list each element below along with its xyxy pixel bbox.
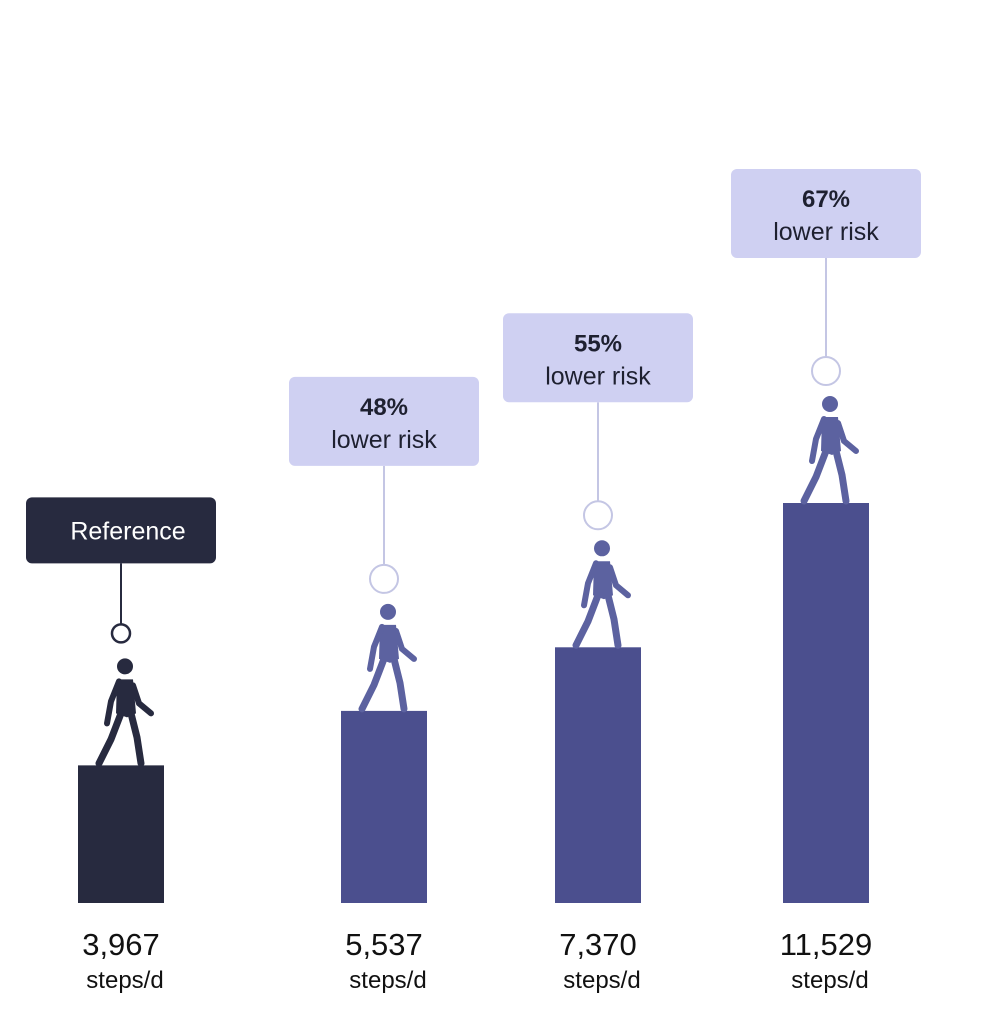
risk-percent: 55% (574, 330, 622, 357)
steps-value-label: 5,537 (345, 927, 423, 962)
walker-icon (572, 540, 631, 649)
risk-callout (503, 313, 693, 403)
steps-value-label: 7,370 (559, 927, 637, 962)
marker-circle (110, 623, 132, 644)
risk-percent: 67% (802, 186, 850, 213)
bar-1 (341, 710, 427, 903)
walker-icon (358, 603, 417, 713)
steps-value-label: 11,529 (780, 927, 873, 962)
risk-callout (731, 169, 921, 258)
chart-title-bar: Step count and all-cause mortality risk (32, 26, 933, 103)
risk-text: lower risk (331, 426, 437, 454)
steps-value-label: 3,967 (82, 927, 160, 962)
chart-title: Step count and all-cause mortality risk (253, 50, 712, 78)
marker-circle (583, 500, 613, 531)
steps-unit-label: steps/d (349, 967, 426, 994)
risk-callout (289, 376, 479, 466)
risk-percent: 48% (360, 394, 408, 421)
steps-unit-label: steps/d (791, 967, 868, 994)
bar-2 (555, 647, 641, 903)
reference-callout (26, 497, 216, 564)
bar-reference (78, 765, 164, 903)
steps-unit-label: steps/d (86, 967, 163, 994)
walker-icon (800, 396, 859, 505)
steps-unit-label: steps/d (563, 967, 640, 994)
risk-text: lower risk (545, 362, 651, 390)
marker-circle (811, 356, 841, 386)
bar-3 (783, 503, 869, 903)
reference-label: Reference (70, 517, 185, 545)
marker-circle (369, 563, 399, 594)
walker-icon (95, 658, 154, 767)
risk-text: lower risk (773, 218, 879, 246)
